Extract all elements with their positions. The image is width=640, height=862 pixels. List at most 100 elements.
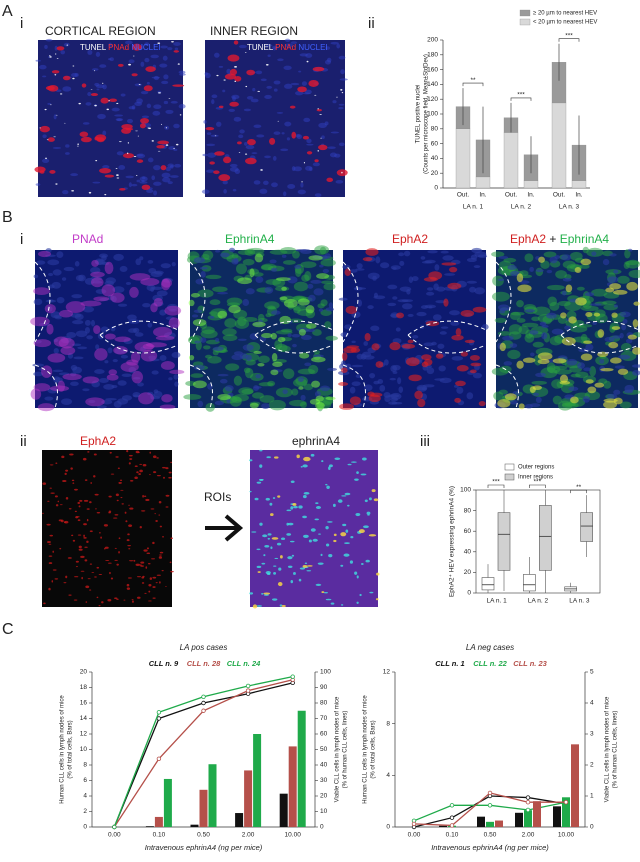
- micrograph-speck: [342, 264, 351, 270]
- micrograph-speck: [75, 274, 84, 281]
- micrograph-speck: [87, 49, 93, 55]
- micrograph-speck: [355, 268, 365, 271]
- micrograph-speck: [156, 474, 161, 477]
- micrograph-speck: [84, 546, 88, 548]
- micrograph-speck: [161, 570, 164, 572]
- bar-segment: [551, 102, 567, 189]
- micrograph-speck: [144, 592, 147, 594]
- micrograph-speck: [124, 511, 127, 514]
- micrograph-speck: [269, 249, 288, 255]
- micrograph-speck: [286, 509, 292, 512]
- micrograph-speck: [271, 537, 279, 540]
- micrograph-speck: [379, 384, 386, 392]
- micrograph-speck: [408, 374, 422, 382]
- micrograph-speck: [600, 367, 614, 372]
- micrograph-speck: [48, 272, 54, 277]
- line-marker: [525, 795, 531, 800]
- micrograph-speck: [41, 158, 50, 163]
- significance: ***: [534, 479, 542, 486]
- micrograph-speck: [568, 316, 577, 324]
- micrograph-speck: [249, 402, 259, 409]
- micrograph-speck: [516, 273, 524, 283]
- bar: [533, 801, 541, 827]
- micrograph-speck: [315, 506, 322, 509]
- micrograph-speck: [210, 134, 219, 137]
- micrograph-speck: [224, 73, 237, 80]
- y-tick-label: 10: [320, 808, 328, 815]
- micrograph-speck: [265, 497, 270, 501]
- micrograph-speck: [396, 312, 405, 319]
- line-marker: [290, 674, 295, 679]
- micrograph-speck: [321, 135, 325, 140]
- micrograph-speck: [302, 464, 308, 468]
- micrograph-speck: [339, 403, 355, 410]
- micrograph-speck: [127, 533, 130, 536]
- micrograph-speck: [217, 393, 231, 401]
- micrograph-speck: [214, 135, 217, 137]
- micrograph-speck: [247, 138, 256, 146]
- micrograph-speck: [507, 264, 517, 270]
- micrograph-speck: [261, 403, 270, 409]
- micrograph-speck: [165, 166, 171, 172]
- group-label: LA n. 3: [559, 204, 580, 211]
- micrograph-speck: [89, 563, 93, 565]
- micrograph-speck: [45, 85, 55, 91]
- micrograph-speck: [48, 587, 51, 591]
- micrograph-speck: [367, 272, 380, 280]
- micrograph-speck: [167, 181, 173, 185]
- bar: [154, 816, 163, 827]
- micrograph-speck: [319, 385, 330, 392]
- micrograph-speck: [225, 363, 240, 371]
- y-tick-label: 140: [427, 81, 438, 88]
- micrograph-speck: [264, 94, 272, 100]
- micrograph-speck: [188, 354, 195, 361]
- micrograph-speck: [423, 277, 438, 282]
- micrograph-speck: [428, 306, 433, 309]
- micrograph-speck: [205, 274, 222, 280]
- micrograph-speck: [455, 328, 462, 337]
- micrograph-speck: [217, 373, 229, 377]
- micrograph-speck: [125, 127, 134, 131]
- bar: [439, 825, 447, 827]
- micrograph-speck: [81, 83, 87, 88]
- micrograph-speck: [95, 160, 98, 162]
- micrograph-speck: [139, 526, 142, 529]
- micrograph-speck: [271, 353, 278, 362]
- micrograph-speck: [70, 467, 73, 470]
- micrograph-speck: [237, 338, 247, 341]
- micrograph-speck: [174, 47, 179, 51]
- bar: [495, 820, 503, 827]
- micrograph-speck: [55, 462, 58, 464]
- micrograph-speck: [173, 50, 180, 53]
- y-tick-label: 20: [464, 569, 472, 576]
- micrograph-speck: [593, 312, 601, 317]
- bar: [199, 789, 208, 827]
- micrograph-speck: [71, 479, 75, 482]
- bar-segment: [571, 180, 587, 189]
- micrograph-speck: [438, 365, 446, 372]
- y-tick-label: 20: [320, 793, 328, 800]
- micrograph-speck: [72, 77, 75, 80]
- micrograph-speck: [80, 136, 92, 143]
- micrograph-speck: [139, 123, 146, 129]
- micrograph-speck: [70, 381, 79, 386]
- micrograph-speck: [370, 392, 383, 398]
- micrograph-speck: [260, 78, 267, 82]
- micrograph-speck: [303, 491, 310, 495]
- micrograph-speck: [319, 114, 322, 115]
- micrograph-speck: [269, 259, 277, 264]
- micrograph-speck: [77, 519, 81, 522]
- micrograph-speck: [246, 69, 256, 76]
- micrograph-speck: [456, 365, 469, 372]
- micrograph-speck: [169, 369, 185, 375]
- micrograph-speck: [252, 87, 256, 92]
- y-tick-label: 4: [590, 700, 594, 707]
- micrograph-speck: [622, 318, 628, 324]
- micrograph-speck: [597, 329, 605, 338]
- micrograph-speck: [606, 393, 618, 399]
- micrograph-speck: [609, 253, 617, 257]
- micrograph-speck: [270, 513, 274, 516]
- micrograph-speck: [604, 336, 615, 342]
- micrograph-speck: [332, 503, 336, 508]
